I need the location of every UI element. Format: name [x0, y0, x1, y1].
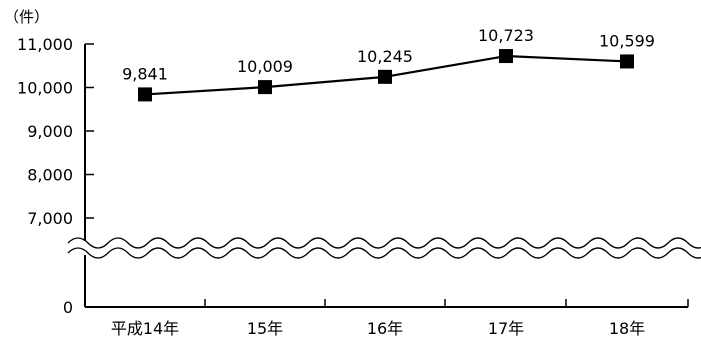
y-tick-label: 11,000	[17, 35, 73, 54]
y-tick-label: 7,000	[27, 209, 73, 228]
x-tick-label: 18年	[609, 319, 645, 338]
y-axis-unit-label: （件）	[4, 8, 49, 26]
y-ticks: 11,000 10,000 9,000 8,000 7,000 0	[17, 35, 94, 317]
data-point-marker	[378, 69, 392, 84]
y-tick-label: 8,000	[27, 166, 73, 185]
y-tick-label: 10,000	[17, 79, 73, 98]
data-label: 10,009	[237, 57, 293, 76]
data-label: 9,841	[122, 64, 168, 83]
x-tick-label: 17年	[488, 319, 524, 338]
data-point-marker	[499, 49, 513, 64]
x-tick-label: 16年	[367, 319, 403, 338]
x-tick-label: 平成14年	[111, 319, 179, 338]
data-label: 10,723	[478, 26, 534, 45]
axis-break-wave-lower	[67, 247, 701, 259]
data-point-marker	[258, 80, 272, 95]
x-ticks: 平成14年 15年 16年 17年 18年	[84, 299, 689, 338]
data-point-marker	[138, 87, 152, 102]
y-tick-label: 0	[63, 298, 73, 317]
x-tick-label: 15年	[247, 319, 283, 338]
data-point-marker	[620, 54, 634, 69]
y-tick-label: 9,000	[27, 122, 73, 141]
axis-break-wave-upper	[67, 237, 701, 249]
series: 9,841 10,009 10,245 10,723 10,599	[122, 26, 655, 102]
data-label: 10,599	[599, 31, 655, 50]
axis-break	[67, 237, 701, 259]
data-label: 10,245	[357, 47, 413, 66]
